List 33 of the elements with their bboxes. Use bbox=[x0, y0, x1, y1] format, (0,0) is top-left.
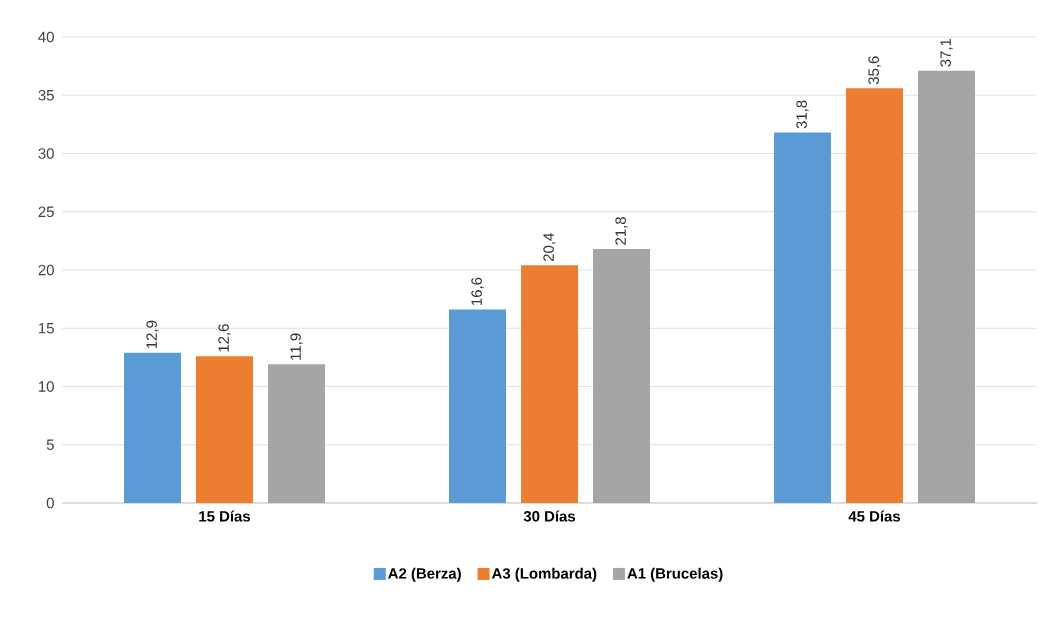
y-tick-label: 10 bbox=[39, 381, 54, 392]
bar bbox=[774, 132, 832, 503]
data-label: 37,1 bbox=[940, 38, 953, 67]
y-tick-label: 0 bbox=[46, 497, 54, 509]
data-label: 20,4 bbox=[543, 233, 556, 262]
data-label: 35,6 bbox=[868, 56, 881, 85]
data-label: 11,9 bbox=[290, 333, 303, 360]
bar bbox=[846, 88, 904, 503]
y-tick-label: 20 bbox=[38, 264, 54, 276]
bar bbox=[593, 249, 651, 503]
bar bbox=[124, 352, 181, 503]
y-tick-label: 15 bbox=[39, 323, 54, 334]
data-label: 16,6 bbox=[471, 277, 484, 305]
bar bbox=[196, 356, 253, 503]
data-label: 12,6 bbox=[218, 324, 231, 352]
legend-label: A1 (Brucelas) bbox=[627, 567, 723, 582]
x-tick-label: 30 Días bbox=[523, 510, 576, 522]
y-tick-label: 25 bbox=[38, 206, 54, 218]
bar bbox=[268, 364, 325, 503]
legend-label: A3 (Lombarda) bbox=[491, 567, 597, 582]
legend-label: A2 (Berza) bbox=[388, 567, 461, 582]
y-tick-label: 5 bbox=[46, 439, 54, 450]
bar bbox=[521, 265, 579, 503]
bar bbox=[918, 70, 976, 503]
bar bbox=[449, 309, 506, 503]
y-tick-label: 30 bbox=[38, 148, 54, 159]
data-label: 12,9 bbox=[146, 320, 159, 349]
x-tick-label: 15 Días bbox=[199, 510, 251, 522]
y-tick-label: 35 bbox=[38, 89, 54, 101]
y-tick-label: 40 bbox=[38, 31, 54, 43]
x-tick-label: 45 Días bbox=[848, 510, 901, 522]
data-label: 21,8 bbox=[615, 217, 628, 245]
data-label: 31,8 bbox=[796, 100, 809, 129]
